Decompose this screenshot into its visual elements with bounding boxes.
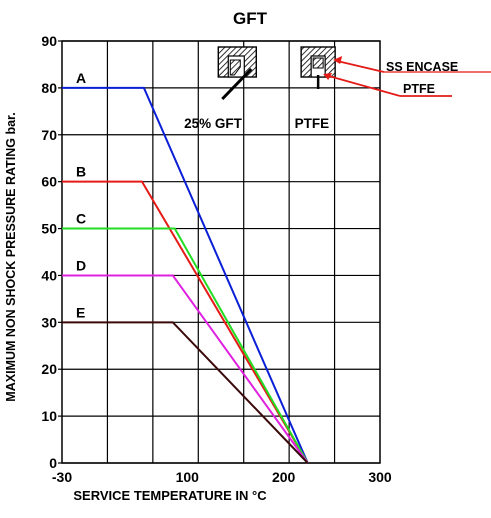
- series-line-D: [62, 274, 309, 464]
- series-line-B: [62, 180, 309, 464]
- series-line-C: [62, 227, 309, 464]
- x-axis-label: SERVICE TEMPERATURE IN °C: [73, 488, 267, 503]
- series-label-D: D: [76, 257, 86, 273]
- y-tick-label: 40: [41, 267, 57, 283]
- series-line-A: [62, 86, 309, 464]
- series-label-A: A: [76, 70, 86, 86]
- x-tick-label: 200: [272, 469, 296, 485]
- y-tick-label: 50: [41, 221, 57, 237]
- callout-ss-encase-label: SS ENCASE: [386, 60, 458, 74]
- tick-labels: 0 10 20 30 40 50 60 70 80 90 -30 100 200 300: [41, 33, 391, 485]
- chart-title: GFT: [233, 9, 268, 28]
- series-label-B: B: [76, 164, 86, 180]
- y-tick-label: 30: [41, 314, 57, 330]
- y-axis-label: MAXIMUM NON SHOCK PRESSURE RATING bar.: [4, 112, 18, 401]
- y-tick-label: 60: [41, 174, 57, 190]
- y-tick-label: 10: [41, 408, 57, 424]
- y-tick-label: 0: [49, 455, 57, 471]
- inset-label-ptfe: PTFE: [295, 116, 330, 131]
- y-tick-label: 20: [41, 361, 57, 377]
- grid: [62, 40, 380, 464]
- plot-border: [61, 40, 381, 464]
- y-tick-label: 90: [41, 33, 57, 49]
- x-tick-label: 100: [176, 469, 200, 485]
- series-group: A B C D E: [62, 70, 309, 464]
- plot-frame: [61, 40, 381, 464]
- series-label-E: E: [76, 304, 85, 320]
- seal-ptfe-icon: [300, 46, 336, 89]
- seal-gft-icon: [217, 46, 257, 101]
- x-tick-label: 300: [368, 469, 392, 485]
- callout-ss-encase: SS ENCASE: [333, 56, 491, 74]
- series-line-E: [62, 321, 309, 464]
- seal-insets: 25% GFT PTFE SS ENCASE PTFE: [184, 46, 491, 131]
- callout-ptfe-label: PTFE: [403, 82, 435, 96]
- inset-label-gft: 25% GFT: [184, 116, 243, 131]
- callout-ptfe: PTFE: [323, 73, 452, 97]
- y-tick-label: 70: [41, 127, 57, 143]
- x-tick-label: -30: [52, 469, 72, 485]
- series-label-C: C: [76, 211, 86, 227]
- y-tick-label: 80: [41, 80, 57, 96]
